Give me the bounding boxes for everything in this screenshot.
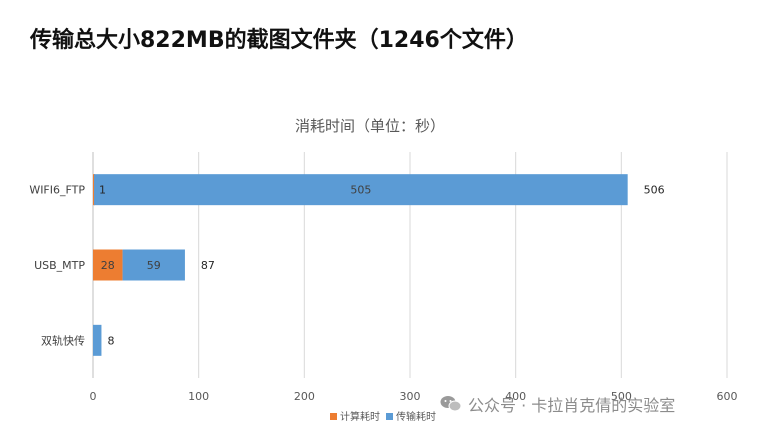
- bar-segment: [93, 249, 123, 281]
- x-tick-label: 600: [717, 390, 738, 403]
- wechat-icon: [440, 396, 462, 412]
- legend: 计算耗时 传输耗时: [330, 410, 436, 423]
- legend-swatch: [330, 413, 337, 420]
- bars: [93, 174, 628, 356]
- bar-segment: [122, 249, 185, 281]
- category-label: WIFI6_FTP: [29, 184, 85, 197]
- segment-label: 28: [101, 259, 115, 272]
- page-heading: 传输总大小822MB的截图文件夹（1246个文件）: [30, 28, 528, 53]
- x-tick-label: 300: [400, 390, 421, 403]
- segment-label: 8: [107, 334, 114, 347]
- x-tick-label: 400: [505, 390, 526, 403]
- bar-segment: [94, 174, 628, 206]
- category-labels: WIFI6_FTP USB_MTP 双轨快传: [29, 184, 85, 348]
- watermark: 公众号 · 卡拉肖克倩的实验室: [440, 392, 675, 416]
- legend-label: 传输耗时: [396, 410, 436, 423]
- x-tick-label: 100: [188, 390, 209, 403]
- x-tick-label: 500: [611, 390, 632, 403]
- segment-label: 59: [147, 259, 161, 272]
- x-tick-labels: 0 100 200 300 400 500 600: [90, 390, 738, 403]
- segment-label: 505: [350, 184, 371, 197]
- legend-label: 计算耗时: [340, 410, 380, 423]
- segment-label: 1: [99, 184, 106, 197]
- legend-swatch: [386, 413, 393, 420]
- category-label: USB_MTP: [34, 259, 85, 272]
- watermark-text: 公众号 · 卡拉肖克倩的实验室: [468, 396, 676, 415]
- bar-segment: [93, 174, 95, 206]
- bar-segment: [93, 324, 102, 356]
- category-label: 双轨快传: [41, 333, 85, 347]
- data-labels: 1 505 506 28 59 87 8: [99, 184, 665, 348]
- total-label: 87: [201, 259, 215, 272]
- total-label: 506: [644, 184, 665, 197]
- x-tick-label: 0: [90, 390, 97, 403]
- x-tick-label: 200: [294, 390, 315, 403]
- chart-title: 消耗时间（单位：秒）: [295, 117, 445, 135]
